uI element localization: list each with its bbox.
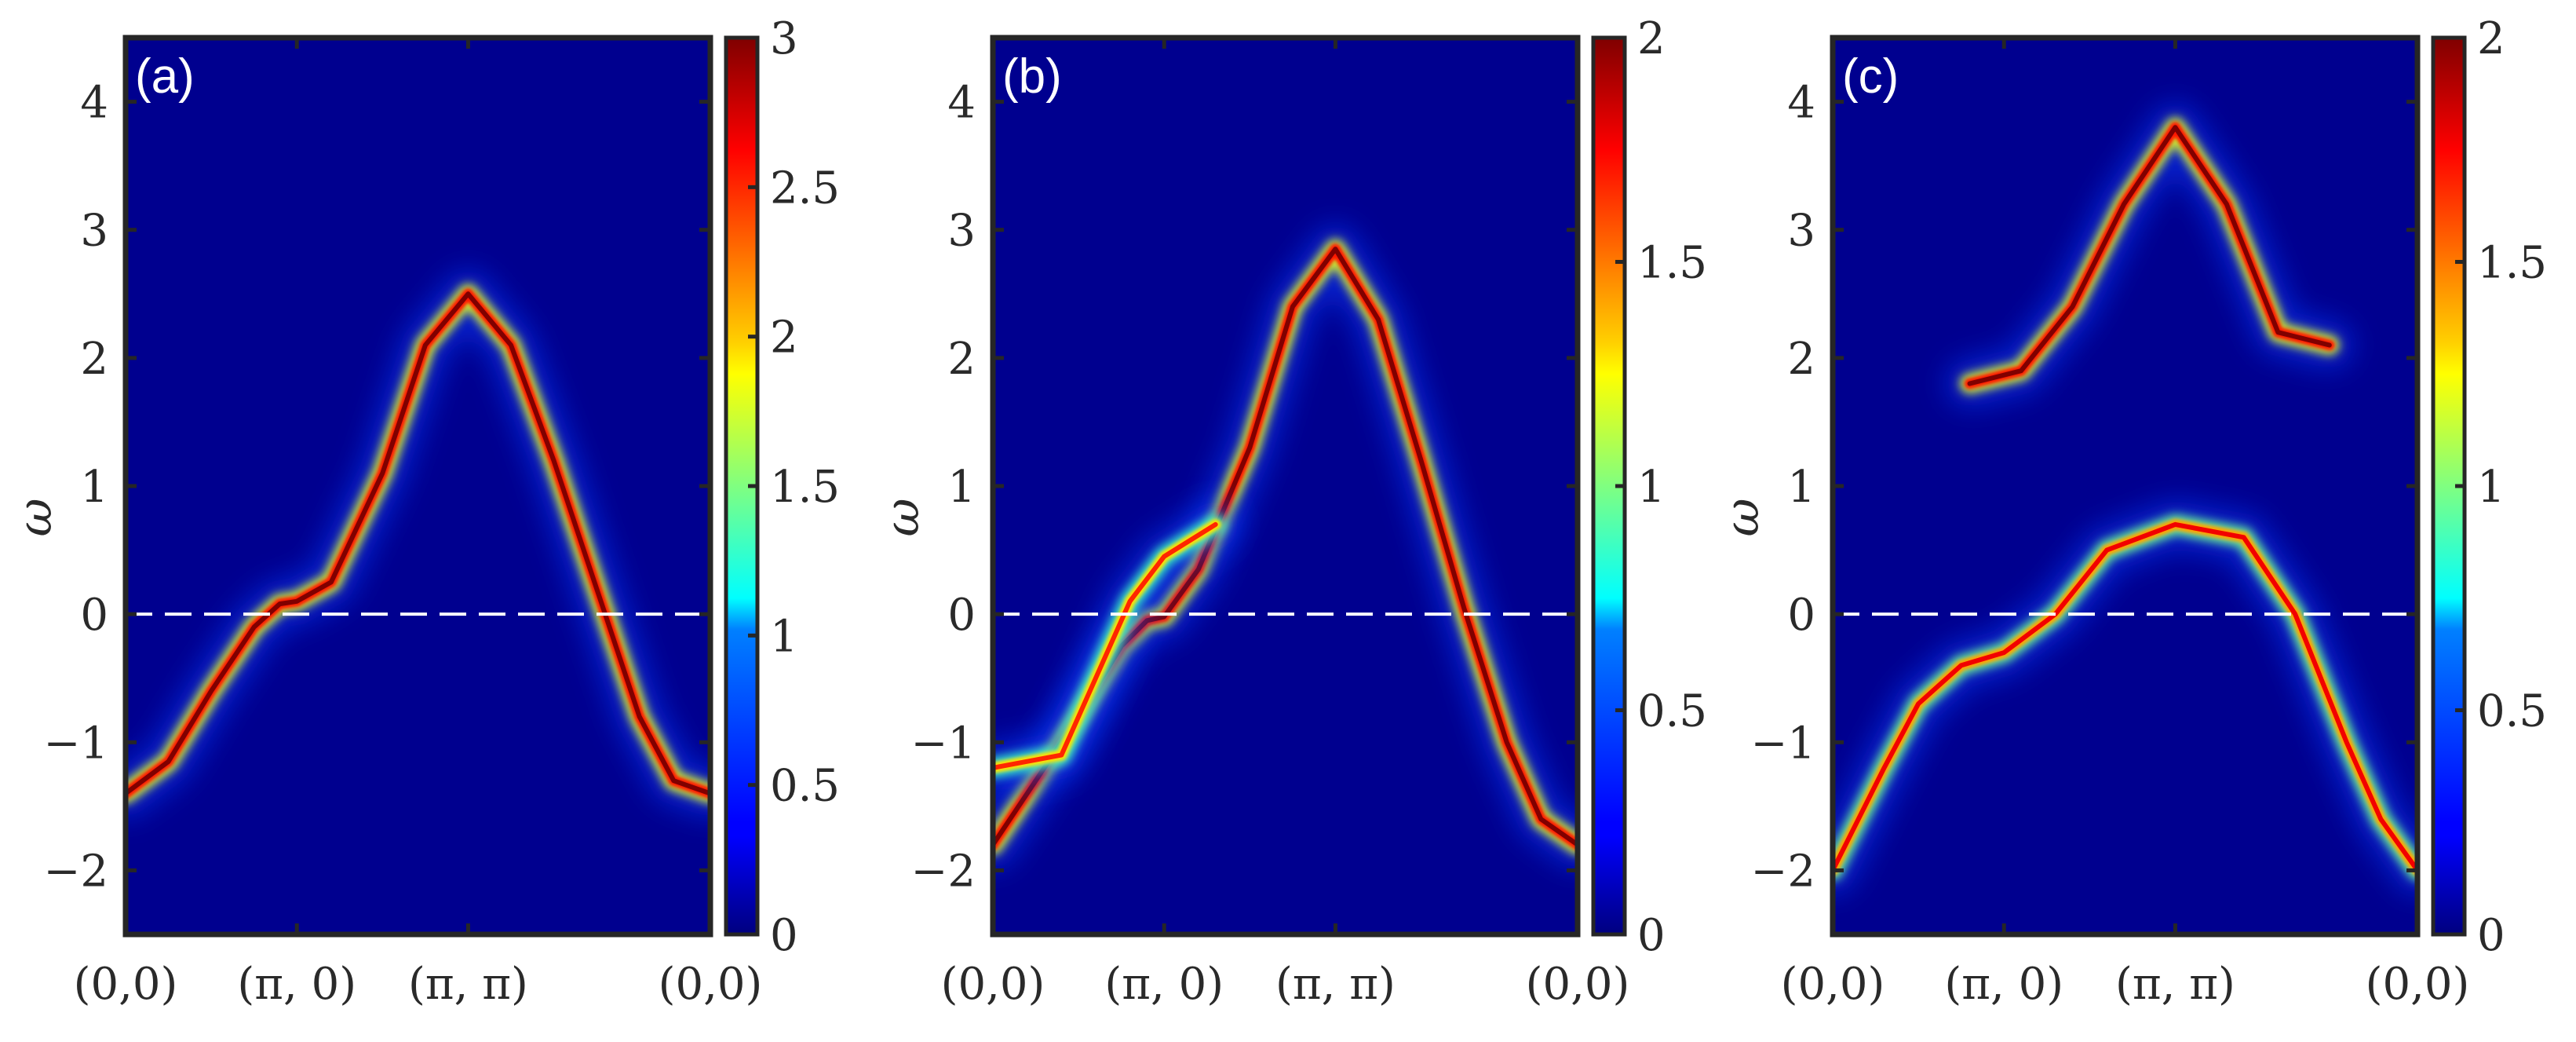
colorbar-tick-label: 2	[1637, 13, 1666, 64]
y-tick-label: −1	[43, 718, 108, 769]
x-tick-label: (0,0)	[2366, 959, 2470, 1010]
y-tick-label: 0	[80, 590, 108, 641]
band-upper-band	[1946, 104, 2353, 408]
colorbar-tick-label: 2	[770, 313, 798, 364]
colorbar-tick-label: 0	[1637, 910, 1666, 961]
colorbar-tick-label: 0.5	[1637, 686, 1707, 737]
spectral-bands	[1833, 104, 2417, 894]
y-tick-label: 3	[80, 206, 108, 257]
x-tick-label: (0,0)	[941, 959, 1045, 1010]
x-tick-label: (0,0)	[74, 959, 178, 1010]
y-tick-label: −2	[43, 846, 108, 897]
y-tick-label: −2	[910, 846, 976, 897]
y-tick-label: 2	[80, 334, 108, 385]
y-tick-label: −1	[1750, 718, 1815, 769]
spectral-bands	[126, 270, 710, 817]
colorbar: 0 0.5 1 1.5 2	[2431, 13, 2547, 961]
panel-b: −2 −1 0 1 2 3 4 (0,0) (π, 0) (π, π) (0,0) ω (b) 0 0.5 1…	[875, 13, 1707, 1010]
x-tick-label: (0,0)	[1526, 959, 1630, 1010]
spectral-bands	[993, 225, 1578, 868]
panel-a: −2 −1 0 1 2 3 4 (0,0) (π, 0) (π, π) (0,0) ω (a) 0 0.5 1…	[8, 13, 840, 1010]
panel-c: −2 −1 0 1 2 3 4 (0,0) (π, 0) (π, π) (0,0) ω (c) 0 0.5 1…	[1715, 13, 2547, 1010]
x-tick-label: (π, π)	[1275, 959, 1396, 1010]
x-tick-label: (0,0)	[659, 959, 763, 1010]
colorbar-tick-label: 1	[2477, 462, 2505, 513]
band-core	[1967, 125, 2332, 386]
x-tick-label: (π, 0)	[237, 959, 356, 1010]
plot-background	[993, 38, 1578, 934]
colorbar-tick-label: 1.5	[1637, 238, 1707, 289]
band-shadow-band	[993, 500, 1239, 792]
band-core	[126, 291, 710, 796]
y-tick-label: 4	[947, 78, 976, 129]
y-tick-label: 1	[947, 462, 976, 513]
panel-label: (b)	[1002, 49, 1062, 104]
y-tick-label: 1	[80, 462, 108, 513]
colorbar-tick-label: 0	[770, 910, 798, 961]
y-tick-label: 3	[1787, 206, 1815, 257]
band-core	[993, 521, 1218, 770]
colorbar-tick-label: 2.5	[770, 163, 840, 214]
y-tick-label: 1	[1787, 462, 1815, 513]
colorbar-tick-label: 1.5	[2477, 238, 2547, 289]
y-tick-label: −2	[1750, 846, 1815, 897]
x-tick-label: (π, 0)	[1944, 959, 2063, 1010]
y-axis-label: ω	[1715, 499, 1770, 537]
panel-label: (c)	[1842, 49, 1899, 104]
colorbar-tick-label: 0.5	[2477, 686, 2547, 737]
y-tick-label: 3	[947, 206, 976, 257]
y-axis-label: ω	[8, 499, 63, 537]
y-tick-label: 2	[1787, 334, 1815, 385]
x-tick-label: (π, 0)	[1104, 959, 1224, 1010]
panel-label: (a)	[135, 49, 195, 104]
colorbar-tick-label: 1	[1637, 462, 1666, 513]
colorbar-tick-label: 0.5	[770, 761, 840, 812]
band-core	[1833, 521, 2417, 873]
y-tick-label: 4	[80, 78, 108, 129]
y-axis-label: ω	[875, 499, 930, 537]
y-tick-label: 4	[1787, 78, 1815, 129]
colorbar-tick-label: 1.5	[770, 462, 840, 513]
plot-background	[126, 38, 710, 934]
y-tick-label: 0	[947, 590, 976, 641]
y-tick-label: 0	[1787, 590, 1815, 641]
y-tick-label: −1	[910, 718, 976, 769]
x-tick-label: (0,0)	[1781, 959, 1885, 1010]
colorbar: 0 0.5 1 1.5 2	[1591, 13, 1707, 961]
x-tick-label: (π, π)	[2115, 959, 2235, 1010]
x-tick-label: (π, π)	[408, 959, 528, 1010]
y-tick-label: 2	[947, 334, 976, 385]
band-lower-band	[1833, 500, 2417, 894]
band-main-band	[126, 270, 710, 817]
colorbar-tick-label: 2	[2477, 13, 2505, 64]
colorbar-tick-label: 3	[770, 13, 798, 64]
colorbar-tick-label: 0	[2477, 910, 2505, 961]
colorbar: 0 0.5 1 1.5 2 2.5 3	[724, 13, 840, 961]
colorbar-tick-label: 1	[770, 611, 798, 662]
